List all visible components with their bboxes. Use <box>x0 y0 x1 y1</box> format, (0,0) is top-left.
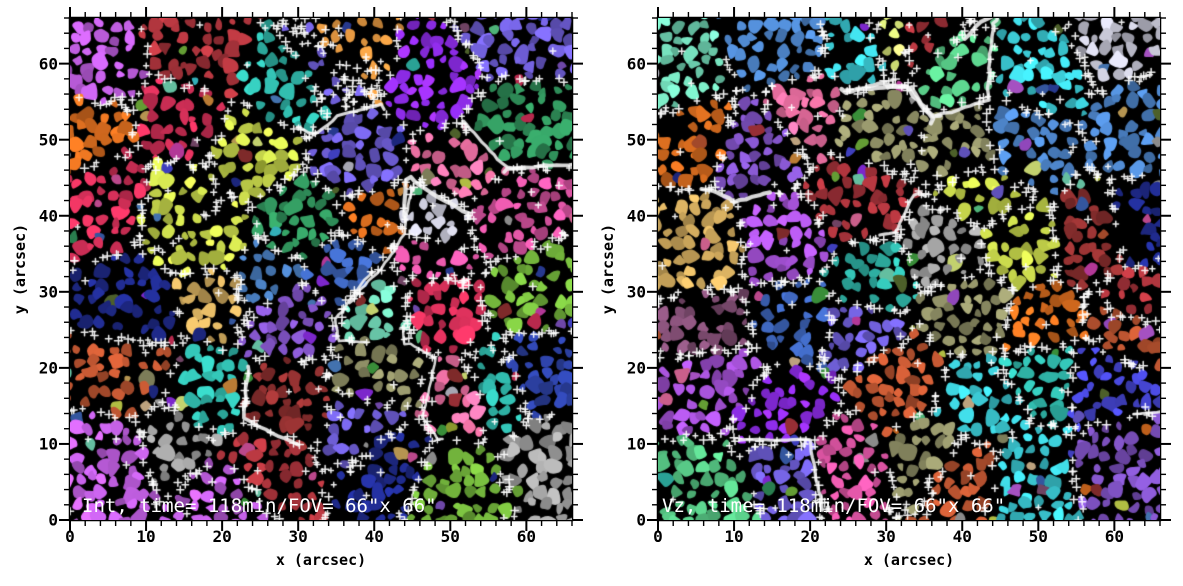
fov-annotation: Int, time= 118min/FOV= 66"x 66" <box>82 495 437 517</box>
x-tick-label: 20 <box>800 527 820 546</box>
y-tick-label: 0 <box>48 510 58 530</box>
y-tick-label: 20 <box>38 358 58 378</box>
panel-intensity-map: Int, time= 118min/FOV= 66"x 66" x (arcse… <box>11 7 583 569</box>
y-tick-label: 30 <box>626 282 646 302</box>
y-tick-label: 60 <box>38 54 58 74</box>
x-tick-label: 0 <box>653 527 663 546</box>
panel-velocity-map: Vz, time= 118min/FOV= 66"x 66" x (arcsec… <box>588 0 1183 586</box>
x-tick-label: 40 <box>952 527 972 546</box>
granule-segmentation-canvas <box>658 18 1160 520</box>
x-tick-label: 60 <box>516 527 536 546</box>
y-tick-label: 10 <box>38 434 58 454</box>
y-tick-label: 40 <box>626 206 646 226</box>
y-tick-label: 40 <box>38 206 58 226</box>
y-tick-label: 50 <box>626 130 646 150</box>
y-tick-label: 30 <box>38 282 58 302</box>
fov-annotation: Vz, time= 118min/FOV= 66"x 66" <box>662 495 1006 517</box>
x-tick-label: 0 <box>65 527 75 546</box>
x-axis-label: x (arcsec) <box>863 551 955 569</box>
y-tick-label: 20 <box>626 358 646 378</box>
x-tick-label: 50 <box>440 527 460 546</box>
x-tick-label: 30 <box>876 527 896 546</box>
plot-area: Int, time= 118min/FOV= 66"x 66" <box>70 18 572 520</box>
y-tick-label: 10 <box>626 434 646 454</box>
x-tick-label: 20 <box>212 527 232 546</box>
y-tick-label: 0 <box>636 510 646 530</box>
y-axis-label: y (arcsec) <box>599 223 617 315</box>
y-tick-label: 50 <box>38 130 58 150</box>
x-axis-label: x (arcsec) <box>275 551 367 569</box>
x-tick-label: 10 <box>724 527 744 546</box>
y-axis-label: y (arcsec) <box>11 223 29 315</box>
x-tick-label: 60 <box>1104 527 1124 546</box>
x-tick-label: 50 <box>1028 527 1048 546</box>
x-tick-label: 40 <box>364 527 384 546</box>
y-tick-label: 60 <box>626 54 646 74</box>
x-tick-label: 30 <box>288 527 308 546</box>
x-tick-label: 10 <box>136 527 156 546</box>
granule-segmentation-canvas <box>70 18 572 520</box>
plot-area: Vz, time= 118min/FOV= 66"x 66" <box>658 18 1160 520</box>
